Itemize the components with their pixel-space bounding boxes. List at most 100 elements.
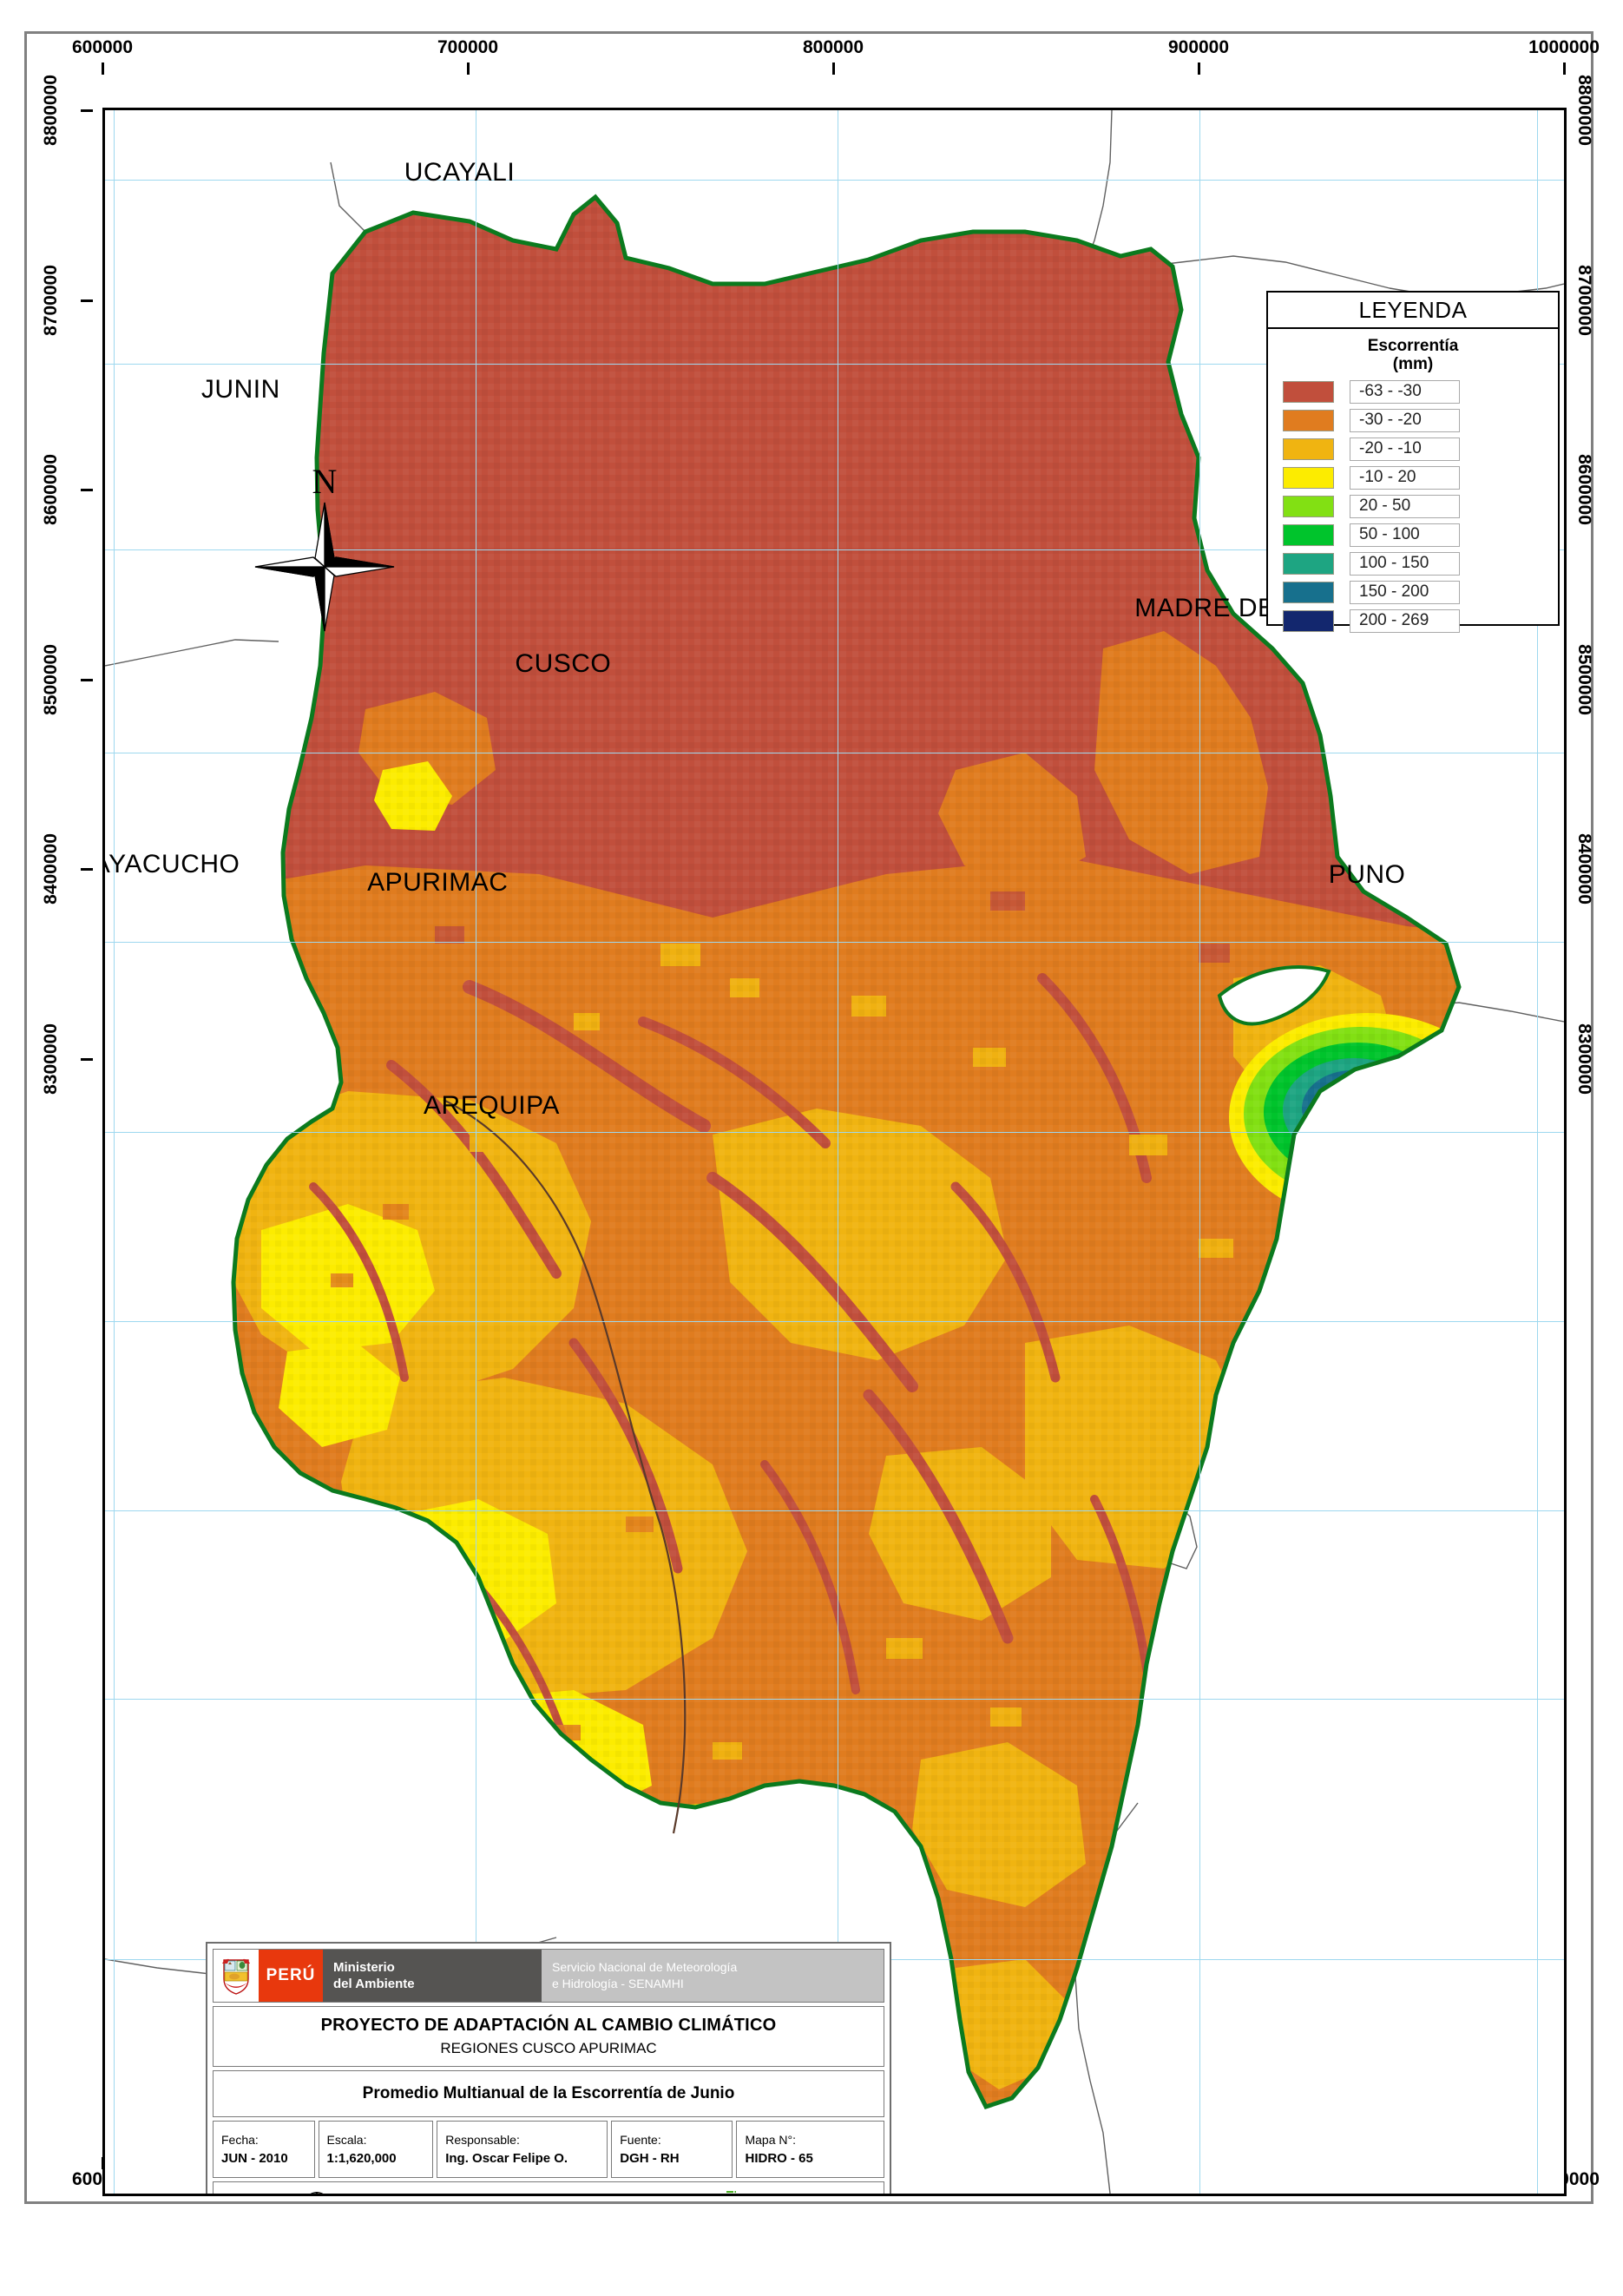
y-tick-label: 8400000 (1574, 833, 1594, 905)
y-tick-label: 8400000 (41, 833, 61, 905)
y-tick-label: 8300000 (1574, 1023, 1594, 1095)
legend-swatch (1283, 437, 1334, 460)
pacc-logo-bar: PACC Programa de Adaptación al Cambio Cl… (213, 2181, 884, 2196)
y-tick-mark (81, 868, 93, 871)
metadata-key: Fecha: (221, 2133, 259, 2147)
y-tick-mark (81, 1057, 93, 1061)
metadata-value: JUN - 2010 (221, 2151, 288, 2166)
legend-item[interactable]: 150 - 200 (1268, 579, 1558, 606)
x-tick-label: 1000000 (1528, 37, 1600, 57)
legend-item[interactable]: 20 - 50 (1268, 493, 1558, 520)
legend-swatch (1283, 380, 1334, 403)
legend-item-label: 150 - 200 (1350, 580, 1460, 604)
graticule-horizontal (105, 364, 1564, 365)
metadata-value: DGH - RH (620, 2151, 680, 2166)
legend-item[interactable]: -20 - -10 (1268, 436, 1558, 463)
ministry-block: Ministerio del Ambiente (323, 1950, 542, 2002)
intercooperation-logo: inter cooperation (683, 2190, 796, 2194)
x-tick-mark (1563, 62, 1566, 75)
north-arrow: N (251, 461, 398, 669)
legend-item[interactable]: -10 - 20 (1268, 464, 1558, 491)
graticule-horizontal (105, 1321, 1564, 1322)
graticule-vertical (114, 110, 115, 2194)
metadata-cell: Fecha: JUN - 2010 (213, 2121, 315, 2178)
graticule-horizontal (105, 1132, 1564, 1133)
legend-item-label: 100 - 150 (1350, 551, 1460, 576)
x-tick-label: 600000 (71, 37, 134, 57)
x-tick-label: 700000 (437, 37, 499, 57)
place-label-ayacucho: AYACUCHO (102, 849, 240, 878)
x-tick-mark (102, 62, 104, 75)
map-subject: Promedio Multianual de la Escorrentía de… (362, 2084, 735, 2102)
compass-rose-icon (254, 502, 395, 632)
agency-logo-bar: PERÚ Ministerio del Ambiente Servicio Na… (213, 1949, 884, 2003)
legend-item[interactable]: 100 - 150 (1268, 550, 1558, 577)
x-tick-mark (1198, 62, 1200, 75)
metadata-cell: Fuente: DGH - RH (611, 2121, 733, 2178)
project-title-box: PROYECTO DE ADAPTACIÓN AL CAMBIO CLIMÁTI… (213, 2006, 884, 2067)
y-tick-label: 8600000 (1574, 454, 1594, 525)
senamhi-line-1: Servicio Nacional de Meteorología (552, 1960, 738, 1975)
legend-item-label: -20 - -10 (1350, 437, 1460, 461)
place-label-apurimac: APURIMAC (367, 868, 509, 898)
north-arrow-label: N (312, 462, 338, 501)
y-tick-label: 8800000 (41, 75, 61, 146)
x-tick-label: 900000 (1167, 37, 1230, 57)
metadata-cell: Mapa N°: HIDRO - 65 (736, 2121, 884, 2178)
y-tick-label: 8800000 (1574, 75, 1594, 146)
pacc-letter-p: P (339, 2194, 357, 2196)
map-subject-box: Promedio Multianual de la Escorrentía de… (213, 2070, 884, 2117)
peru-coat-of-arms-icon (214, 1950, 259, 2002)
title-block[interactable]: PERÚ Ministerio del Ambiente Servicio Na… (206, 1942, 891, 2196)
metadata-cell: Escala: 1:1,620,000 (318, 2121, 434, 2178)
y-tick-label: 8500000 (1574, 643, 1594, 715)
y-tick-mark (81, 109, 93, 112)
y-tick-label: 8300000 (41, 1023, 61, 1095)
x-tick-mark (832, 62, 835, 75)
ministry-line-2: del Ambiente (333, 1977, 415, 1991)
legend-swatch (1283, 466, 1334, 489)
legend-item-label: -10 - 20 (1350, 465, 1460, 490)
y-tick-mark (81, 299, 93, 302)
graticule-horizontal (105, 1699, 1564, 1700)
place-label-puno: PUNO (1328, 859, 1406, 889)
legend-panel[interactable]: LEYENDA Escorrentía (mm) -63 - -30 -30 - … (1266, 291, 1560, 633)
graticule-horizontal (105, 1510, 1564, 1511)
metadata-cell: Responsable: Ing. Oscar Felipe O. (437, 2121, 608, 2178)
legend-item[interactable]: 200 - 269 (1268, 608, 1558, 635)
legend-item-label: 50 - 100 (1350, 523, 1460, 547)
metadata-key: Escala: (326, 2133, 367, 2147)
place-label-ucayali: UCAYALI (404, 158, 516, 187)
metadata-value: 1:1,620,000 (326, 2151, 397, 2166)
map-data-frame[interactable]: UCAYALI JUNIN CUSCO MADRE DE DIOS AYACUCHO AP… (102, 108, 1567, 2196)
legend-item-label: 20 - 50 (1350, 494, 1460, 518)
peru-label: PERÚ (259, 1950, 323, 2002)
legend-item[interactable]: 50 - 100 (1268, 522, 1558, 549)
ministry-line-1: Ministerio (333, 1959, 395, 1975)
legend-item[interactable]: -63 - -30 (1268, 378, 1558, 405)
globe-icon (301, 2192, 333, 2194)
metadata-row: Fecha: JUN - 2010 Escala: 1:1,620,000 Respon… (213, 2121, 884, 2178)
project-subtitle: REGIONES CUSCO APURIMAC (440, 2040, 657, 2056)
legend-swatch (1283, 409, 1334, 431)
y-tick-mark (81, 489, 93, 491)
place-label-cusco: CUSCO (515, 649, 612, 679)
project-title: PROYECTO DE ADAPTACIÓN AL CAMBIO CLIMÁTI… (320, 2016, 777, 2035)
x-tick-label: 800000 (802, 37, 864, 57)
legend-swatch (1283, 581, 1334, 603)
y-tick-label: 8500000 (41, 643, 61, 715)
y-tick-label: 8600000 (41, 454, 61, 525)
graticule-vertical (1199, 110, 1200, 2194)
legend-item-label: -63 - -30 (1350, 379, 1460, 404)
pacc-letter-c1: C (379, 2194, 401, 2196)
senamhi-line-2: e Hidrología - SENAMHI (552, 1977, 684, 1990)
metadata-key: Mapa N°: (745, 2133, 796, 2147)
metadata-key: Fuente: (620, 2133, 661, 2147)
legend-item[interactable]: -30 - -20 (1268, 407, 1558, 434)
place-label-junin: JUNIN (200, 374, 280, 404)
graticule-horizontal (105, 549, 1564, 550)
legend-items: -63 - -30 -30 - -20 -20 - -10 -10 - 20 20 - … (1268, 378, 1558, 635)
metadata-value: Ing. Oscar Felipe O. (445, 2151, 568, 2166)
senamhi-block: Servicio Nacional de Meteorología e Hidr… (542, 1950, 884, 2002)
